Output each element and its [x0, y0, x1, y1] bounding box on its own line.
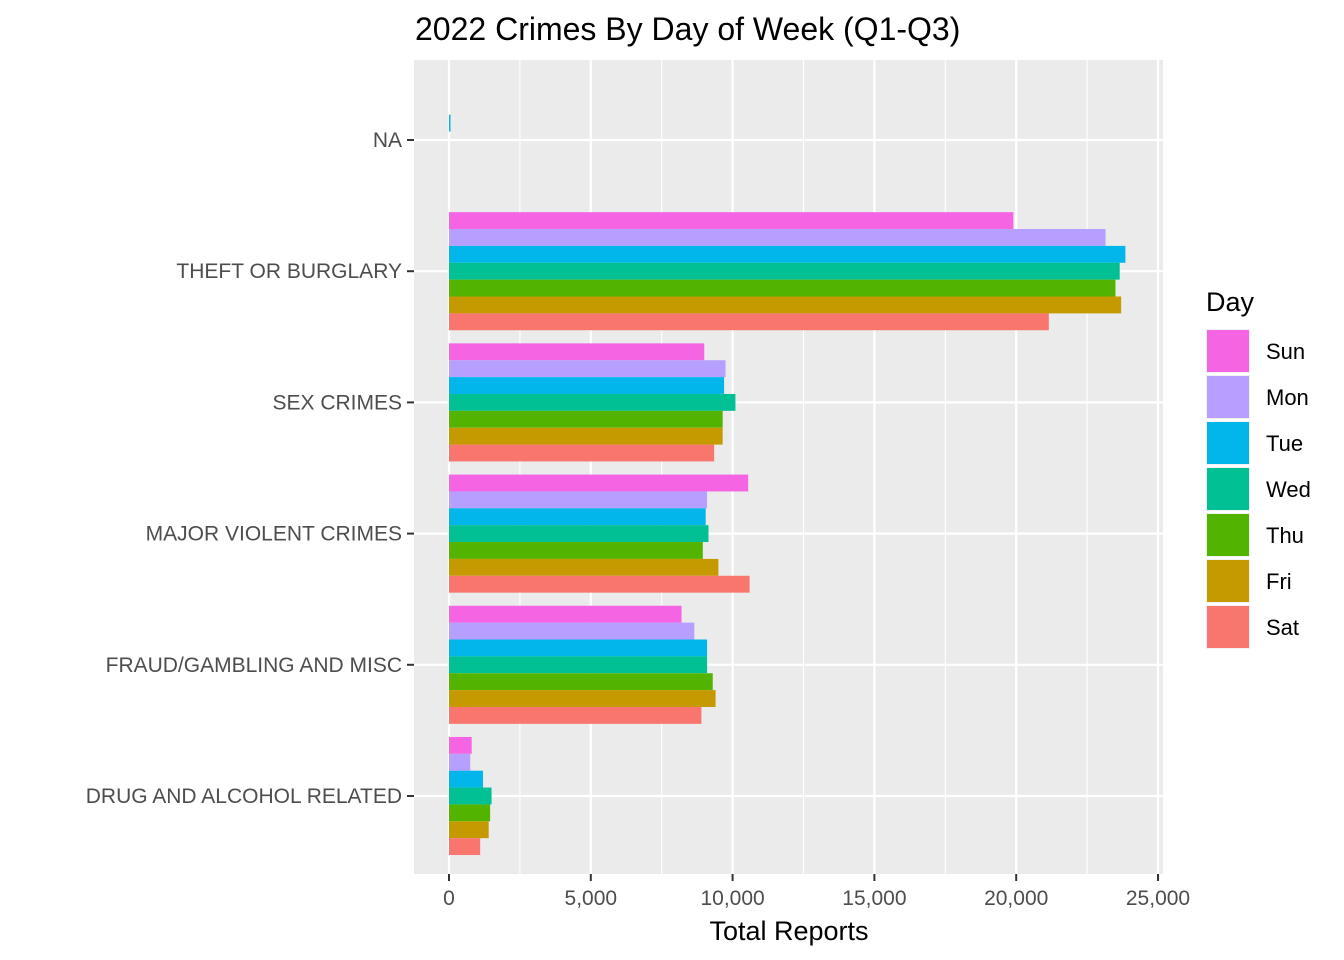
bar-mon: [449, 229, 1106, 246]
legend-swatch-mon: [1207, 376, 1249, 418]
x-axis-title: Total Reports: [709, 916, 868, 946]
y-tick-label: MAJOR VIOLENT CRIMES: [146, 523, 402, 546]
chart-title: 2022 Crimes By Day of Week (Q1-Q3): [415, 11, 960, 47]
legend-swatch-wed: [1207, 468, 1249, 510]
y-tick-label: THEFT OR BURGLARY: [176, 260, 402, 283]
x-tick-label: 15,000: [842, 887, 906, 910]
bar-fri: [449, 558, 719, 576]
legend-swatch-sat: [1207, 606, 1249, 648]
bar-thu: [449, 279, 1116, 297]
bar-tue: [449, 377, 725, 394]
bar-tue: [449, 639, 708, 657]
plot-panel: [414, 60, 1163, 874]
bar-sat: [449, 838, 481, 856]
bar-tue: [449, 114, 451, 132]
bar-wed: [449, 656, 708, 674]
bar-fri: [449, 821, 489, 839]
bar-tue: [449, 245, 1126, 263]
x-tick-label: 10,000: [700, 887, 764, 910]
bar-sun: [449, 605, 682, 623]
bar-tue: [449, 508, 706, 526]
legend-swatch-fri: [1207, 560, 1249, 602]
bar-mon: [449, 491, 708, 509]
bar-mon: [449, 622, 695, 640]
bar-sat: [449, 313, 1049, 331]
y-tick-label: FRAUD/GAMBLING AND MISC: [106, 654, 402, 677]
bar-thu: [449, 410, 723, 428]
x-tick-label: 25,000: [1126, 887, 1190, 910]
bar-wed: [449, 525, 709, 543]
bar-thu: [449, 673, 713, 691]
bar-mon: [449, 360, 726, 378]
y-tick-label: DRUG AND ALCOHOL RELATED: [86, 785, 402, 808]
bar-tue: [449, 770, 484, 788]
bar-wed: [449, 262, 1120, 280]
y-axis: NA THEFT OR BURGLARY SEX CRIMES MAJOR VIOLE…: [86, 129, 414, 808]
bar-sun: [449, 343, 705, 361]
legend-label-sat: Sat: [1266, 615, 1299, 640]
x-tick-label: 20,000: [984, 887, 1048, 910]
bar-sun: [449, 212, 1014, 230]
y-tick-label: NA: [373, 129, 402, 152]
bar-sun: [449, 736, 472, 754]
legend-swatch-thu: [1207, 514, 1249, 556]
legend: Day Sun Mon Tue Wed Thu Fri Sat: [1206, 287, 1311, 649]
bar-sat: [449, 706, 702, 724]
bar-sun: [449, 474, 749, 492]
legend-title: Day: [1206, 287, 1255, 317]
x-tick-label: 5,000: [565, 887, 618, 910]
bar-thu: [449, 542, 703, 559]
legend-swatch-tue: [1207, 422, 1249, 464]
bar-fri: [449, 296, 1122, 314]
bars: [449, 114, 1126, 856]
bar-fri: [449, 427, 723, 445]
x-tick-label: 0: [443, 887, 455, 910]
legend-label-sun: Sun: [1266, 339, 1305, 364]
bar-sat: [449, 575, 750, 593]
legend-label-mon: Mon: [1266, 385, 1309, 410]
bar-thu: [449, 804, 491, 822]
legend-swatch-sun: [1207, 330, 1249, 372]
legend-label-fri: Fri: [1266, 569, 1292, 594]
bar-fri: [449, 690, 716, 707]
y-tick-label: SEX CRIMES: [272, 391, 402, 414]
x-axis: 0 5,000 10,000 15,000 20,000 25,000: [443, 874, 1190, 910]
legend-label-tue: Tue: [1266, 431, 1303, 456]
bar-mon: [449, 753, 471, 771]
legend-label-thu: Thu: [1266, 523, 1304, 548]
bar-sat: [449, 444, 715, 462]
bar-wed: [449, 393, 736, 411]
bar-wed: [449, 787, 492, 805]
legend-label-wed: Wed: [1266, 477, 1311, 502]
